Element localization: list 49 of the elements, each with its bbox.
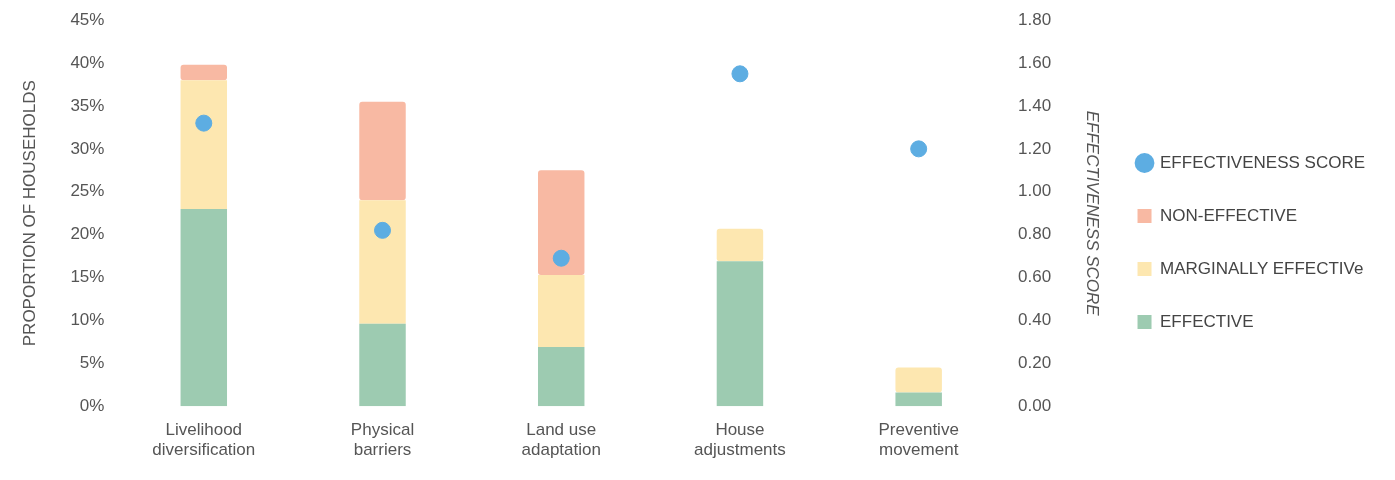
y2-tick-label: 0.20 [1018, 353, 1052, 372]
y2-tick-label: 1.40 [1018, 95, 1052, 115]
y-tick-label: 15% [70, 267, 105, 287]
bar [180, 80, 228, 209]
y-tick-label: 20% [70, 224, 105, 244]
y2-tick-label: 0.40 [1018, 310, 1052, 330]
bar [538, 347, 585, 407]
y-tick-label: 35% [70, 95, 105, 115]
legend-label: EFFECTIVENESS SCORE [1160, 152, 1365, 172]
legend-label: MARGINALLY EFFECTIVe [1160, 258, 1364, 278]
y2-tick-label: 0.00 [1018, 395, 1052, 415]
y-tick-label: 40% [70, 52, 105, 72]
bar [716, 261, 764, 407]
x-tick-label: House adjustments [694, 420, 786, 460]
point [731, 65, 749, 83]
point [910, 140, 928, 158]
y2-tick-label: 1.80 [1018, 9, 1052, 29]
x-tick-label: Physical barriers [350, 420, 415, 460]
y-tick-label: 25% [70, 181, 105, 201]
y2-tick-label: 1.20 [1018, 138, 1052, 158]
bar [716, 228, 764, 262]
x-tick-label: Livelihood diversification [152, 420, 256, 460]
y-tick-label: 5% [79, 353, 105, 372]
point [195, 114, 213, 132]
bar [180, 64, 228, 81]
y-tick-label: 0% [79, 395, 105, 415]
y2-tick-label: 1.00 [1018, 181, 1052, 201]
x-tick-label: Preventive movement [878, 420, 959, 460]
bar [359, 200, 406, 324]
y-tick-label: 10% [70, 310, 105, 330]
bar [538, 274, 585, 348]
bar [538, 170, 585, 275]
x-tick-label: Land use adaptation [521, 420, 601, 460]
point [374, 221, 392, 239]
y2-tick-label: 1.60 [1018, 52, 1052, 72]
legend-label: EFFECTIVE [1160, 311, 1254, 331]
bar [359, 323, 406, 407]
y-tick-label: 45% [70, 9, 105, 29]
y-tick-label: 30% [70, 138, 105, 158]
y-axis-title: PROPORTION OF HOUSEHOLDS [19, 80, 39, 347]
bar [895, 367, 942, 393]
y2-axis-title: EFFECTIVENESS SCORE [1082, 110, 1102, 317]
y2-tick-label: 0.60 [1018, 267, 1052, 287]
bar [359, 101, 406, 201]
legend-label: NON-EFFECTIVE [1160, 205, 1297, 225]
point [552, 249, 570, 267]
bar [180, 208, 228, 407]
y2-tick-label: 0.80 [1018, 224, 1052, 244]
bar [895, 392, 942, 407]
